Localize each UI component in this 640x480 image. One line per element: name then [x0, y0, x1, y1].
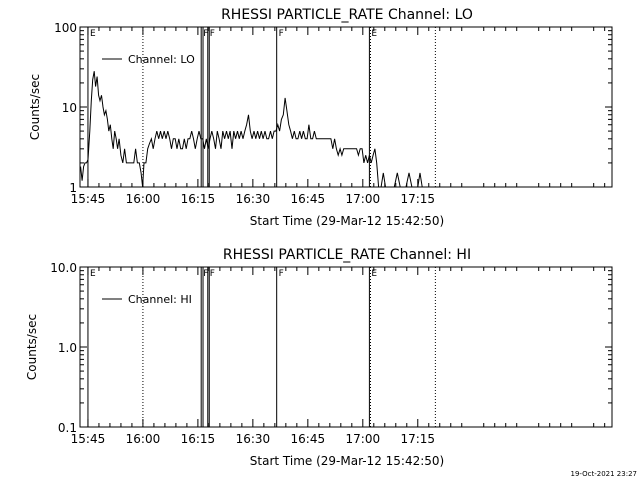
x-tick-label: 16:15: [181, 192, 216, 206]
x-tick-label: 16:45: [291, 432, 326, 446]
chart-title: RHESSI PARTICLE_RATE Channel: HI: [223, 247, 471, 263]
x-tick-label: 16:30: [236, 432, 271, 446]
x-tick-label: 17:00: [346, 192, 381, 206]
legend-label: Channel: LO: [128, 53, 195, 66]
y-tick-label: 1: [69, 181, 77, 195]
chart-title: RHESSI PARTICLE_RATE Channel: LO: [221, 7, 473, 23]
x-axis-label: Start Time (29-Mar-12 15:42:50): [250, 454, 444, 468]
x-tick-label: 16:45: [291, 192, 326, 206]
marker-label: F: [279, 269, 284, 279]
marker-label: E: [90, 269, 96, 279]
legend-label: Channel: HI: [128, 293, 192, 306]
footer-timestamp: 19-Oct-2021 23:27: [571, 470, 637, 478]
y-axis-label: Counts/sec: [25, 314, 39, 380]
y-tick-label: 10.0: [50, 261, 77, 275]
marker-label: E: [90, 29, 96, 39]
panel-hi: RHESSI PARTICLE_RATE Channel: HI Start T…: [25, 247, 613, 468]
marker-label: F: [279, 29, 284, 39]
y-axis-label: Counts/sec: [28, 74, 42, 140]
x-tick-label: 16:15: [181, 432, 216, 446]
y-tick-label: 10: [62, 101, 77, 115]
x-tick-label: 17:15: [400, 192, 435, 206]
x-tick-label: 16:00: [126, 432, 161, 446]
marker-label: F: [210, 29, 215, 39]
panel-lo: RHESSI PARTICLE_RATE Channel: LO Start T…: [28, 7, 613, 228]
x-tick-label: 17:15: [400, 432, 435, 446]
marker-label: F: [203, 269, 208, 279]
x-tick-label: 16:30: [236, 192, 271, 206]
marker-label: F: [203, 29, 208, 39]
marker-label: F: [210, 269, 215, 279]
x-tick-label: 15:45: [71, 432, 106, 446]
x-tick-label: 15:45: [71, 192, 106, 206]
plot-area-hi: E F F F E0.11.010.015:45 16:00 16:15 16:30 16:45…: [50, 261, 613, 446]
x-axis-label: Start Time (29-Mar-12 15:42:50): [250, 214, 444, 228]
marker-label: E: [371, 269, 377, 279]
y-tick-label: 100: [54, 21, 77, 35]
y-tick-label: 1.0: [58, 341, 77, 355]
y-tick-label: 0.1: [58, 421, 77, 435]
x-tick-label: 17:00: [346, 432, 381, 446]
x-tick-label: 16:00: [126, 192, 161, 206]
series-line: [80, 71, 496, 188]
marker-label: E: [371, 29, 377, 39]
